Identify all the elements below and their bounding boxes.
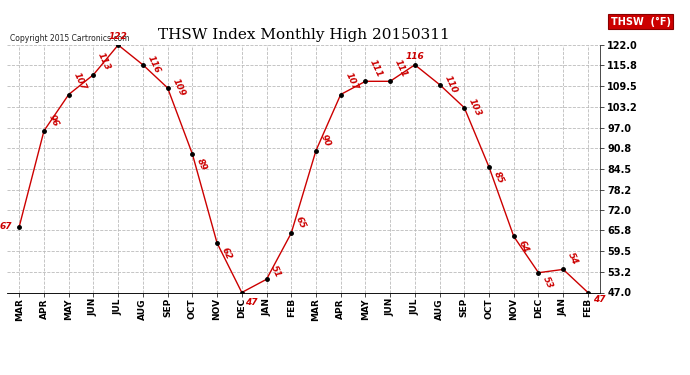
Text: 65: 65 [294,215,308,230]
Text: Copyright 2015 Cartronics.com: Copyright 2015 Cartronics.com [10,33,129,42]
Text: 111: 111 [368,58,384,78]
Text: 96: 96 [47,113,60,128]
Text: THSW  (°F): THSW (°F) [611,17,671,27]
Text: 107: 107 [344,71,359,92]
Text: 54: 54 [566,252,580,267]
Text: 90: 90 [319,133,332,148]
Text: 51: 51 [269,264,283,279]
Text: 64: 64 [517,239,530,254]
Text: 103: 103 [467,97,483,118]
Text: 109: 109 [170,78,186,98]
Text: 47: 47 [593,295,606,304]
Text: 111: 111 [393,58,409,78]
Title: THSW Index Monthly High 20150311: THSW Index Monthly High 20150311 [158,28,449,42]
Text: 116: 116 [146,54,161,75]
Text: 89: 89 [195,157,208,172]
Text: 122: 122 [109,32,128,41]
Text: 67: 67 [0,222,12,231]
Text: 116: 116 [406,52,424,61]
Text: 53: 53 [541,276,555,291]
Text: 47: 47 [244,298,257,307]
Text: 62: 62 [220,246,233,261]
Text: 107: 107 [72,71,88,92]
Text: 110: 110 [442,74,458,95]
Text: 85: 85 [492,170,505,185]
Text: 113: 113 [96,51,112,72]
